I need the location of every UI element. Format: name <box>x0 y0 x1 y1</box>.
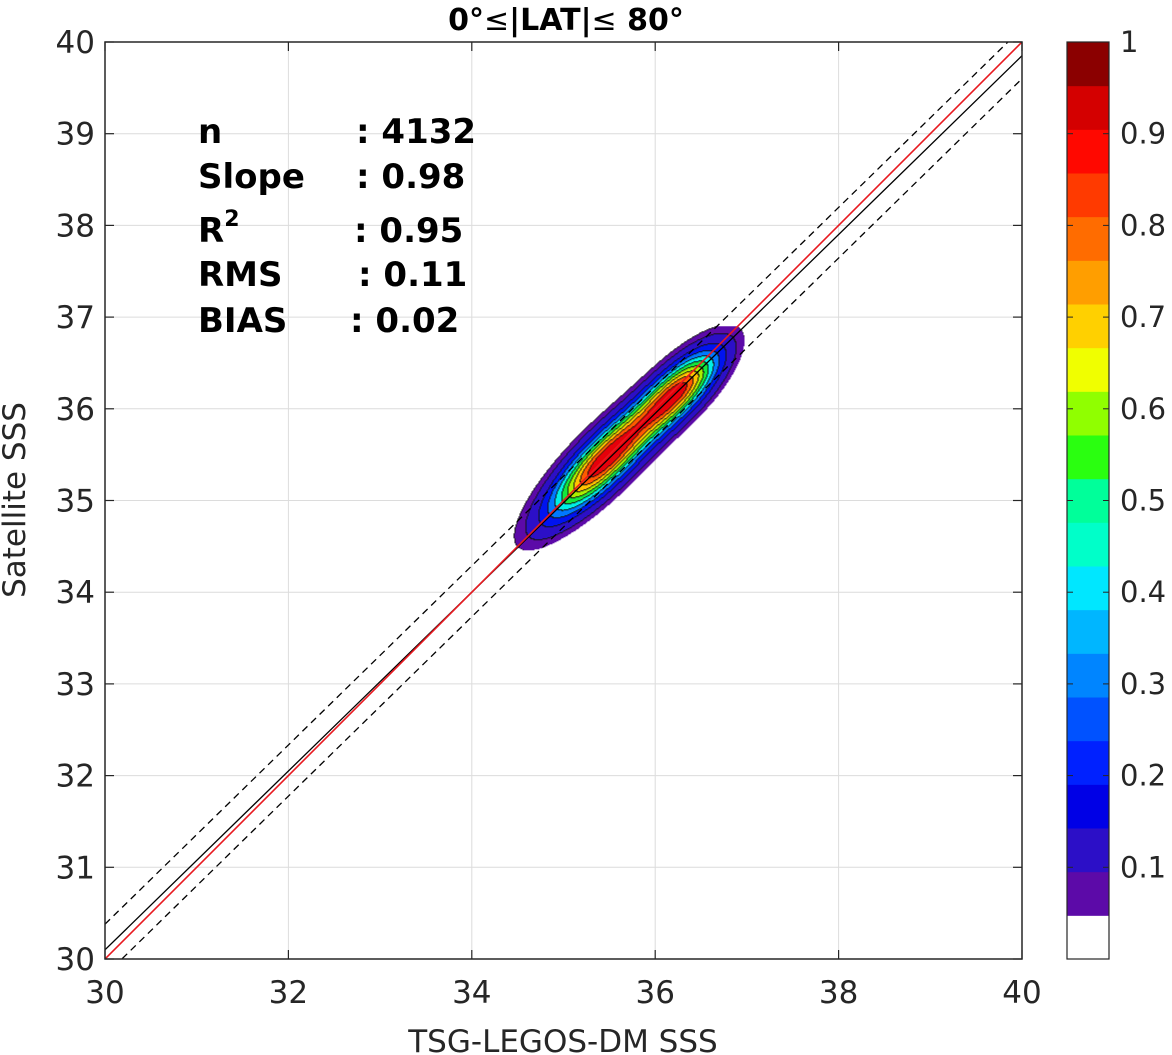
stat-r2-key: R2 <box>198 207 240 251</box>
x-tick-label: 34 <box>452 975 491 1011</box>
stat-slope-key: Slope <box>198 157 305 197</box>
colorbar-segment <box>1067 216 1109 261</box>
reference-lines <box>105 42 1022 959</box>
lower-bound-line <box>120 78 1022 959</box>
x-tick-label: 40 <box>1002 975 1041 1011</box>
y-tick-label: 40 <box>56 25 95 61</box>
colorbar-segment <box>1067 478 1109 523</box>
x-tick-label: 38 <box>819 975 858 1011</box>
colorbar-segment <box>1067 828 1109 873</box>
stat-slope-value: : 0.98 <box>356 157 465 197</box>
colorbar-tick-label: 0.9 <box>1120 117 1166 151</box>
y-tick-label: 38 <box>56 208 95 244</box>
colorbar-segment <box>1067 435 1109 480</box>
y-tick-label: 39 <box>56 117 95 153</box>
x-tick-label: 36 <box>635 975 674 1011</box>
density-contours <box>508 326 766 575</box>
y-tick-label: 37 <box>56 300 95 336</box>
y-tick-label: 31 <box>56 850 95 886</box>
one-to-one-line <box>105 55 1022 951</box>
x-axis-label: TSG-LEGOS-DM SSS <box>407 1024 717 1055</box>
x-tick-label: 32 <box>269 975 308 1011</box>
stat-n-value: : 4132 <box>356 112 476 152</box>
stat-rms-key: RMS <box>198 255 283 295</box>
colorbar-segment <box>1067 871 1109 916</box>
y-tick-label: 34 <box>56 575 95 611</box>
colorbar-segment <box>1067 347 1109 392</box>
colorbar-tick-label: 0.1 <box>1120 850 1166 884</box>
colorbar-tick-label: 0.3 <box>1120 667 1166 701</box>
colorbar-segment <box>1067 173 1109 218</box>
stat-r2-base: R <box>198 211 224 251</box>
chart-title: 0°≤|LAT|≤ 80° <box>448 3 684 38</box>
stat-n-key: n <box>198 112 222 152</box>
colorbar-segment <box>1067 915 1109 960</box>
stat-bias-key: BIAS <box>198 301 287 341</box>
stats-box: n : 4132 Slope : 0.98 R2 : 0.95 RMS : 0.… <box>198 112 476 341</box>
colorbar-segment <box>1067 609 1109 654</box>
title-prefix: 0° <box>448 3 484 38</box>
colorbar-segment <box>1067 740 1109 785</box>
leq-symbol: ≤ <box>484 3 509 38</box>
colorbar-segment <box>1067 522 1109 567</box>
colorbar-tick-label: 0.6 <box>1120 392 1166 426</box>
title-suffix: 80° <box>617 3 684 38</box>
density-contour-fill <box>508 326 766 575</box>
leq-symbol-2: ≤ <box>592 3 617 38</box>
colorbar-tick-label: 0.2 <box>1120 759 1166 793</box>
axis-ticks: 30 32 34 36 38 40 30 31 32 33 34 35 36 37 38 39 40 <box>56 25 1042 1011</box>
colorbar-segment <box>1067 653 1109 698</box>
stat-r2-value: : 0.95 <box>354 211 463 251</box>
upper-bound-line <box>105 42 1009 925</box>
y-tick-label: 30 <box>56 942 95 978</box>
colorbar: 0.1 0.2 0.3 0.4 0.5 0.6 0.7 0.8 0.9 1 <box>1066 25 1166 960</box>
colorbar-segment <box>1067 697 1109 742</box>
colorbar-segment <box>1067 85 1109 130</box>
plot-frame <box>104 41 1023 960</box>
stat-r2-sup: 2 <box>224 207 239 232</box>
colorbar-segment <box>1067 391 1109 436</box>
x-tick-label: 30 <box>85 975 124 1011</box>
y-tick-label: 36 <box>56 392 95 428</box>
colorbar-segment <box>1067 566 1109 611</box>
stat-bias-value: : 0.02 <box>350 301 459 341</box>
colorbar-segment <box>1067 784 1109 829</box>
regression-fit-line <box>105 42 1022 959</box>
title-mid: |LAT| <box>509 3 591 38</box>
y-axis-label: Satellite SSS <box>0 402 33 598</box>
colorbar-tick-label: 0.5 <box>1120 484 1166 518</box>
colorbar-segment <box>1067 260 1109 305</box>
y-tick-label: 32 <box>56 759 95 795</box>
colorbar-tick-label: 0.7 <box>1120 300 1166 334</box>
colorbar-segment <box>1067 304 1109 349</box>
colorbar-tick-label: 1 <box>1120 25 1138 59</box>
grid-lines <box>105 42 1022 959</box>
colorbar-tick-label: 0.8 <box>1120 208 1166 242</box>
colorbar-tick-label: 0.4 <box>1120 575 1166 609</box>
y-tick-label: 33 <box>56 667 95 703</box>
stat-rms-value: : 0.11 <box>358 255 467 295</box>
colorbar-segment <box>1067 42 1109 87</box>
y-tick-label: 35 <box>56 484 95 520</box>
colorbar-segment <box>1067 129 1109 174</box>
